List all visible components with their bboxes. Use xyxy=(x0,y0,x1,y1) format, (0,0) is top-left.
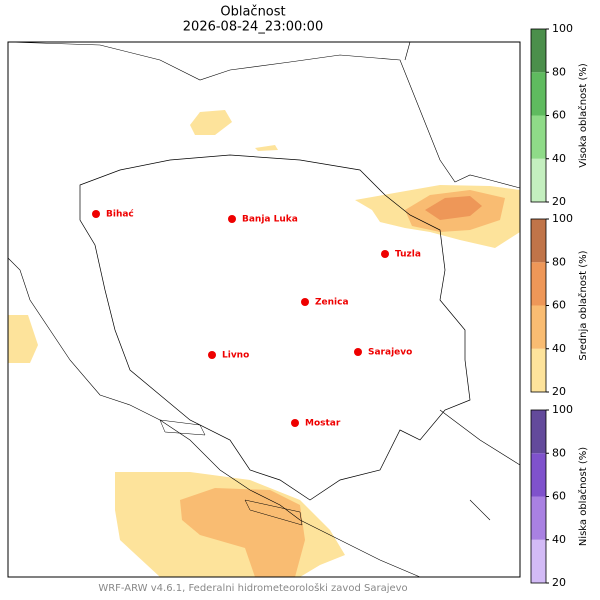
colorbar-segment xyxy=(531,158,546,202)
colorbar-label: Niska oblačnost (%) xyxy=(577,447,589,546)
colorbar-segment xyxy=(531,305,546,349)
city-marker xyxy=(291,419,299,427)
cloud xyxy=(180,488,305,577)
colorbar-tick-label: 100 xyxy=(552,212,573,225)
map xyxy=(7,41,521,578)
subtitle: 2026-08-24_23:00:00 xyxy=(183,20,323,35)
cloud xyxy=(255,145,278,151)
colorbar-tick-label: 60 xyxy=(552,109,566,122)
colorbar-label: Srednja oblačnost (%) xyxy=(577,250,589,360)
city-marker xyxy=(301,298,309,306)
colorbars: 20 40 60 80 100 Visoka oblačnost (%) 20 40 60 80 1… xyxy=(530,22,589,589)
colorbar-segment xyxy=(531,539,546,583)
island xyxy=(159,419,303,526)
colorbar-tick-label: 40 xyxy=(552,342,566,355)
title: Oblačnost xyxy=(220,5,285,20)
colorbar-tick-label: 20 xyxy=(552,195,566,208)
city-label: Zenica xyxy=(315,298,349,308)
colorbar-segment xyxy=(531,496,546,540)
cities: Bihać Banja Luka Tuzla Zenica Livno Sarajevo M… xyxy=(92,209,421,429)
border xyxy=(79,154,471,501)
cloud xyxy=(425,196,482,220)
colorbar-tick-label: 20 xyxy=(552,576,566,589)
colorbar-tick-label: 80 xyxy=(552,255,566,268)
city-marker xyxy=(92,210,100,218)
colorbar-segment xyxy=(531,453,546,497)
cloud xyxy=(8,315,38,363)
city-marker xyxy=(228,215,236,223)
colorbar-tick-label: 80 xyxy=(552,446,566,459)
coast xyxy=(7,257,521,578)
colorbar-segment xyxy=(531,219,546,263)
colorbar-label: Visoka oblačnost (%) xyxy=(577,63,589,168)
colorbar-tick-label: 100 xyxy=(552,403,573,416)
city-label: Tuzla xyxy=(395,250,421,260)
city-marker xyxy=(208,351,216,359)
colorbar-segment xyxy=(531,72,546,116)
colorbar-tick-label: 100 xyxy=(552,22,573,35)
colorbar-segment xyxy=(531,262,546,306)
colorbar-tick-label: 40 xyxy=(552,533,566,546)
cloud xyxy=(190,110,232,135)
colorbar-tick-label: 60 xyxy=(552,490,566,503)
colorbar-segment xyxy=(531,29,546,73)
colorbar-tick-label: 40 xyxy=(552,152,566,165)
city-label: Mostar xyxy=(305,419,341,429)
colorbar-tick-label: 80 xyxy=(552,65,566,78)
map-frame xyxy=(7,41,521,578)
footer: WRF-ARW v4.6.1, Federalni hidrometeorolo… xyxy=(98,582,407,594)
border xyxy=(7,41,521,189)
colorbar-tick-label: 60 xyxy=(552,299,566,312)
city-label: Bihać xyxy=(106,209,134,220)
city-marker xyxy=(354,348,362,356)
colorbar-segment xyxy=(531,348,546,392)
colorbar-segment xyxy=(531,410,546,454)
colorbar-segment xyxy=(531,115,546,159)
city-marker xyxy=(381,250,389,258)
city-label: Banja Luka xyxy=(242,215,298,225)
city-label: Sarajevo xyxy=(368,348,412,358)
city-label: Livno xyxy=(222,351,249,361)
colorbar-tick-label: 20 xyxy=(552,385,566,398)
